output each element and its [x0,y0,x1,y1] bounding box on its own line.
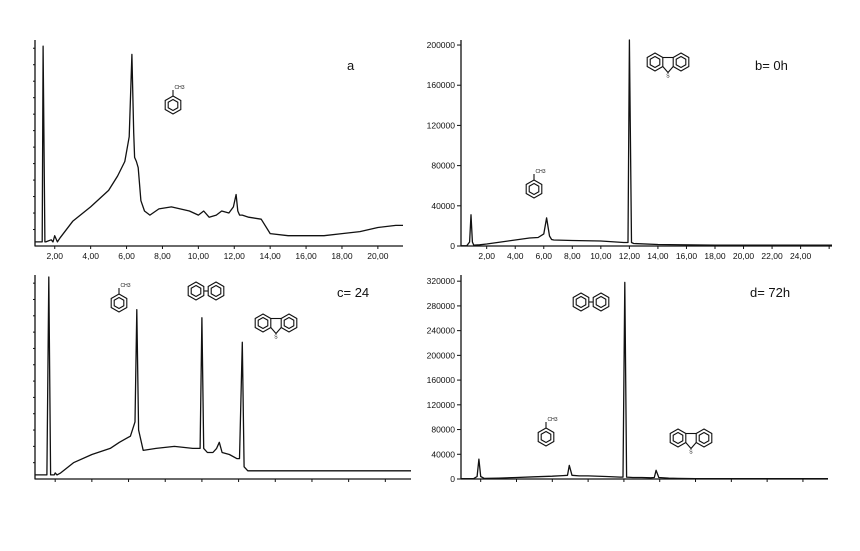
x-tick-label: 6,00 [118,251,135,261]
panel-d: 0 40000 80000 120000 160000 200000 240000 28000… [427,275,828,484]
x-tick-label: 2,00 [478,251,495,261]
y-tick-label: 40000 [431,201,455,211]
panel-b-ticks: 2,00 4,00 6,00 8,00 10,00 12,00 14,00 16,00 18,0… [427,40,830,261]
y-tick-label: 240000 [427,326,456,336]
panel-c: c= 24 [33,275,411,482]
x-tick-label: 18,00 [704,251,726,261]
y-tick-label: 80000 [431,161,455,171]
panel-c-axis [34,275,411,480]
panel-b-label: b= 0h [755,58,788,73]
x-tick-label: 18,00 [331,251,353,261]
panel-a-trace [35,45,403,243]
x-tick-label: 20,00 [367,251,389,261]
x-tick-label: 24,00 [790,251,812,261]
y-tick-label: 160000 [427,375,456,385]
x-tick-label: 12,00 [619,251,641,261]
x-tick-label: 20,00 [733,251,755,261]
toluene-structure [526,169,546,198]
x-tick-label: 4,00 [507,251,524,261]
panel-d-trace [461,281,828,480]
y-tick-label: 280000 [427,301,456,311]
x-tick-label: 12,00 [224,251,246,261]
y-tick-label: 40000 [431,449,455,459]
panel-d-axis [460,275,828,480]
biphenyl-structure [188,282,224,300]
y-tick-label: 200000 [427,40,456,50]
x-tick-label: 2,00 [46,251,63,261]
y-tick-label: 80000 [431,425,455,435]
panel-b-trace [461,39,832,247]
y-tick-label: 160000 [427,80,456,90]
panel-a-label: a [347,58,355,73]
panel-a-ticks: 2,00 4,00 6,00 8,00 10,00 12,00 14,00 16,00 18,0… [33,47,389,261]
x-tick-label: 6,00 [535,251,552,261]
toluene-structure [111,283,131,312]
toluene-structure [538,417,558,446]
panel-c-trace [35,276,411,476]
x-tick-label: 8,00 [154,251,171,261]
x-tick-label: 16,00 [295,251,317,261]
x-tick-label: 10,00 [590,251,612,261]
y-tick-label: 200000 [427,350,456,360]
y-tick-label: 120000 [427,120,456,130]
panel-a: 2,00 4,00 6,00 8,00 10,00 12,00 14,00 16,00 18,0… [33,40,403,261]
dibenzothiophene-structure [255,314,297,341]
x-tick-label: 4,00 [82,251,99,261]
panel-d-label: d= 72h [750,285,790,300]
biphenyl-structure [573,293,609,311]
toluene-structure [165,85,185,114]
dibenzothiophene-structure [647,53,689,80]
x-tick-label: 10,00 [188,251,210,261]
dibenzothiophene-structure [670,429,712,456]
y-tick-label: 320000 [427,276,456,286]
x-tick-label: 8,00 [564,251,581,261]
x-tick-label: 22,00 [761,251,783,261]
panel-c-label: c= 24 [337,285,369,300]
x-tick-label: 14,00 [260,251,282,261]
y-tick-label: 0 [450,474,455,484]
x-tick-label: 14,00 [647,251,669,261]
y-tick-label: 0 [450,241,455,251]
y-tick-label: 120000 [427,400,456,410]
panel-a-axis [34,40,403,247]
x-tick-label: 16,00 [676,251,698,261]
panel-c-ticks [33,282,386,482]
panel-d-ticks: 0 40000 80000 120000 160000 200000 240000 28000… [427,276,804,484]
panel-b: 2,00 4,00 6,00 8,00 10,00 12,00 14,00 16,00 18,0… [427,39,832,261]
